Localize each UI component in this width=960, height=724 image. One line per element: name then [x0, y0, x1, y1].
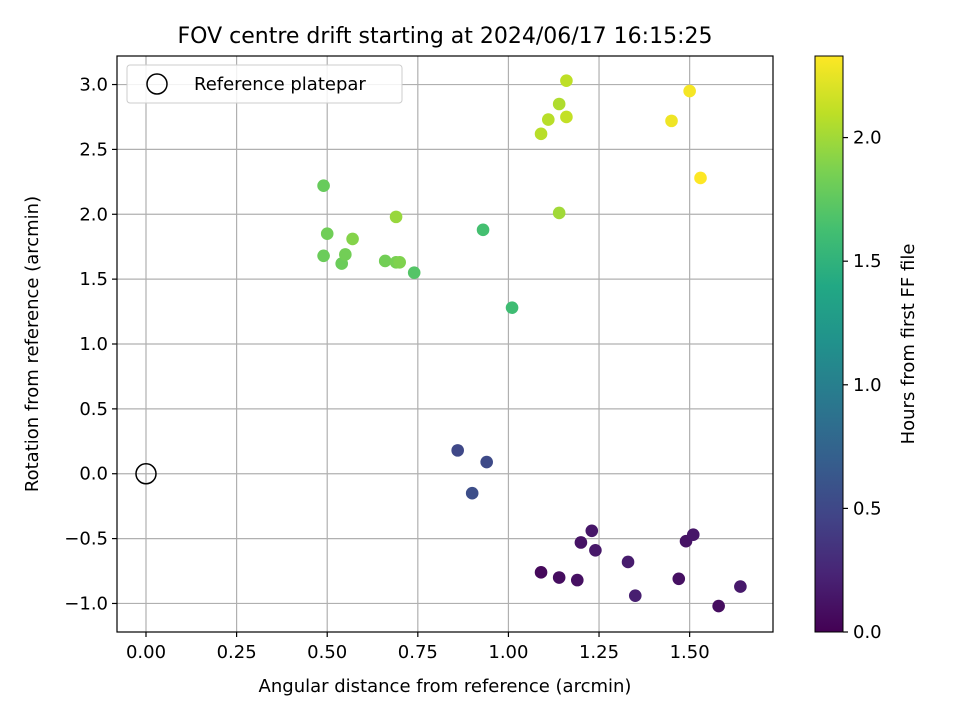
grid-lines — [117, 56, 773, 632]
data-point — [552, 206, 566, 220]
colorbar: 0.0 0.5 1.0 1.5 2.0 Hours from first FF file — [814, 55, 919, 643]
x-tick-label: 1.25 — [579, 642, 619, 663]
reference-marker — [135, 462, 157, 485]
data-point — [694, 171, 707, 185]
colorbar-gradient — [814, 55, 844, 633]
x-tick-label: 0.75 — [398, 642, 438, 663]
data-point — [393, 255, 406, 269]
colorbar-tick-label: 1.0 — [853, 375, 882, 396]
colorbar-tick-label: 0.0 — [853, 622, 882, 643]
data-points — [317, 74, 747, 613]
data-point — [574, 536, 588, 549]
data-point — [712, 599, 725, 613]
data-point — [585, 524, 599, 538]
data-point — [560, 74, 573, 87]
y-tick-label: 1.5 — [79, 269, 108, 290]
data-point — [389, 210, 403, 224]
legend: Reference platepar — [126, 64, 403, 104]
colorbar-tick-label: 2.0 — [853, 128, 882, 149]
data-point — [339, 248, 352, 261]
y-tick-label: 2.0 — [79, 204, 108, 225]
data-point — [407, 266, 421, 279]
data-point — [480, 455, 493, 469]
data-point — [320, 227, 334, 241]
x-tick-label: 1.00 — [488, 642, 528, 663]
data-point — [476, 223, 490, 237]
data-point — [534, 127, 548, 141]
y-tick-label: −1.0 — [64, 593, 108, 614]
data-point — [552, 571, 566, 584]
data-point — [665, 114, 678, 128]
data-point — [628, 589, 642, 602]
colorbar-tick-label: 1.5 — [853, 251, 882, 272]
colorbar-ticks: 0.0 0.5 1.0 1.5 2.0 — [843, 128, 882, 643]
y-tick-label: 3.0 — [79, 75, 108, 96]
reference-platepar-point — [135, 462, 157, 485]
data-point — [378, 254, 392, 268]
data-point — [672, 572, 686, 586]
y-tick-label: 0.0 — [79, 464, 108, 485]
data-point — [734, 580, 747, 593]
data-point — [534, 566, 548, 579]
y-axis-label: Rotation from reference (arcmin) — [22, 196, 43, 492]
data-point — [560, 110, 573, 124]
y-tick-label: 0.5 — [79, 399, 108, 420]
x-axis-label: Angular distance from reference (arcmin) — [259, 676, 632, 697]
chart-title: FOV centre drift starting at 2024/06/17 … — [178, 24, 713, 49]
data-point — [465, 486, 479, 500]
data-point — [451, 444, 464, 457]
data-point — [570, 573, 584, 587]
y-tick-label: −0.5 — [64, 529, 108, 550]
data-point — [683, 84, 696, 98]
y-axis-ticks: −1.0 −0.5 0.0 0.5 1.0 1.5 2.0 2.5 3.0 — [64, 75, 117, 614]
data-point — [505, 301, 519, 314]
legend-box — [126, 64, 403, 104]
colorbar-tick-label: 0.5 — [853, 498, 882, 519]
x-tick-label: 1.50 — [670, 642, 710, 663]
data-point — [589, 543, 602, 557]
data-point — [552, 97, 566, 111]
data-point — [621, 555, 635, 569]
data-point — [317, 249, 330, 263]
data-point — [317, 179, 330, 193]
x-tick-label: 0.50 — [307, 642, 347, 663]
y-tick-label: 2.5 — [79, 139, 108, 160]
legend-label: Reference platepar — [194, 74, 366, 95]
y-tick-label: 1.0 — [79, 334, 108, 355]
legend-open-circle-icon — [146, 73, 168, 95]
x-tick-label: 0.00 — [126, 642, 166, 663]
x-tick-label: 0.25 — [217, 642, 257, 663]
x-axis-ticks: 0.00 0.25 0.50 0.75 1.00 1.25 1.50 — [126, 632, 710, 663]
data-point — [346, 232, 359, 246]
data-point — [686, 528, 700, 542]
data-point — [541, 113, 555, 126]
colorbar-label: Hours from first FF file — [898, 244, 919, 445]
